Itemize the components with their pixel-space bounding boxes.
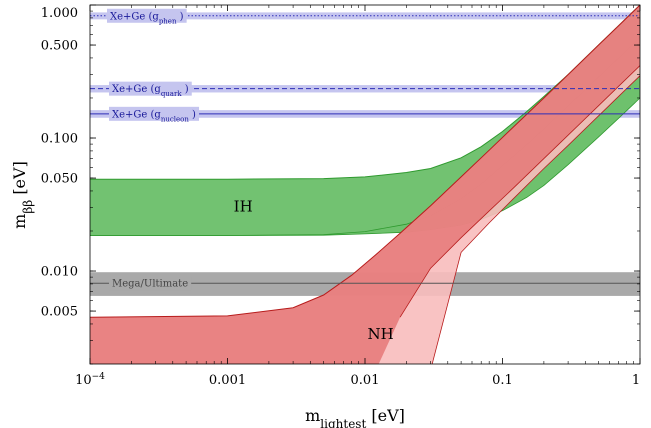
x-axis-label: mlightest [eV] <box>305 406 405 428</box>
region-label-nh: NH <box>368 325 394 343</box>
band-1-label-bg <box>109 81 192 96</box>
x-tick-label: 10−4 <box>75 372 105 388</box>
y-tick-label: 0.500 <box>41 39 78 54</box>
y-tick-label: 1.000 <box>41 6 78 21</box>
region-label-ih: IH <box>234 198 253 216</box>
y-tick-label: 0.050 <box>41 172 78 187</box>
y-tick-label: 0.005 <box>41 305 78 320</box>
band-3-label: Mega/Ultimate <box>112 279 188 290</box>
x-tick-label: 0.1 <box>492 373 513 388</box>
band-2-label: Xe+Ge (gnucleon ) <box>112 109 196 123</box>
band-2-label-bg <box>109 106 200 121</box>
nh-upper-edge <box>90 5 640 318</box>
nh-lower-edge <box>399 65 640 318</box>
nh-light-edge <box>431 75 640 364</box>
x-tick-label: 1 <box>632 373 640 388</box>
band-3-label-bg <box>109 276 192 291</box>
nh-main-area <box>90 5 640 364</box>
x-tick-label: 0.01 <box>351 373 380 388</box>
y-tick-label: 0.010 <box>41 265 78 280</box>
band-1-label: Xe+Ge (gquark ) <box>112 84 189 98</box>
y-tick-label: 0.100 <box>41 132 78 147</box>
band-0-area <box>90 12 640 20</box>
x-tick-label: 0.001 <box>209 373 246 388</box>
band-0-label-bg <box>107 8 187 23</box>
y-axis-label: mββ [eV] <box>10 161 35 229</box>
band-0-label: Xe+Ge (gphen ) <box>110 11 184 25</box>
